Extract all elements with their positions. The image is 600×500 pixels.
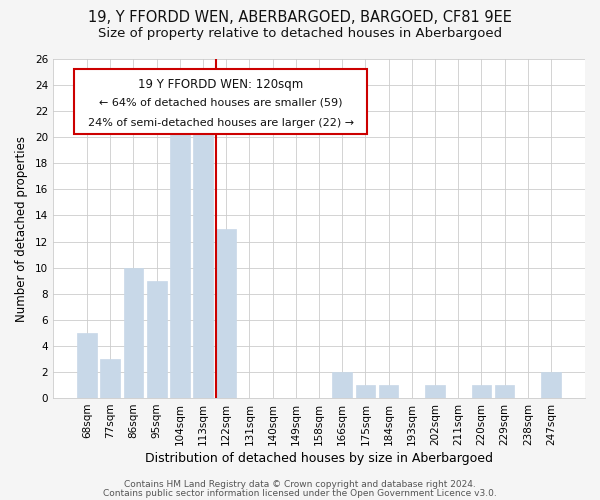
Bar — [425, 385, 445, 398]
Bar — [217, 228, 236, 398]
Text: 19, Y FFORDD WEN, ABERBARGOED, BARGOED, CF81 9EE: 19, Y FFORDD WEN, ABERBARGOED, BARGOED, … — [88, 10, 512, 25]
Text: ← 64% of detached houses are smaller (59): ← 64% of detached houses are smaller (59… — [99, 98, 343, 108]
Bar — [332, 372, 352, 398]
Bar — [472, 385, 491, 398]
Text: Contains public sector information licensed under the Open Government Licence v3: Contains public sector information licen… — [103, 488, 497, 498]
Bar — [170, 111, 190, 398]
X-axis label: Distribution of detached houses by size in Aberbargoed: Distribution of detached houses by size … — [145, 452, 493, 465]
Bar — [193, 111, 213, 398]
Bar — [77, 333, 97, 398]
Y-axis label: Number of detached properties: Number of detached properties — [15, 136, 28, 322]
Bar — [124, 268, 143, 398]
Bar — [100, 359, 120, 398]
FancyBboxPatch shape — [74, 69, 367, 134]
Text: Contains HM Land Registry data © Crown copyright and database right 2024.: Contains HM Land Registry data © Crown c… — [124, 480, 476, 489]
Text: Size of property relative to detached houses in Aberbargoed: Size of property relative to detached ho… — [98, 28, 502, 40]
Bar — [356, 385, 375, 398]
Bar — [541, 372, 561, 398]
Text: 19 Y FFORDD WEN: 120sqm: 19 Y FFORDD WEN: 120sqm — [138, 78, 303, 90]
Bar — [147, 280, 167, 398]
Text: 24% of semi-detached houses are larger (22) →: 24% of semi-detached houses are larger (… — [88, 118, 353, 128]
Bar — [379, 385, 398, 398]
Bar — [495, 385, 514, 398]
